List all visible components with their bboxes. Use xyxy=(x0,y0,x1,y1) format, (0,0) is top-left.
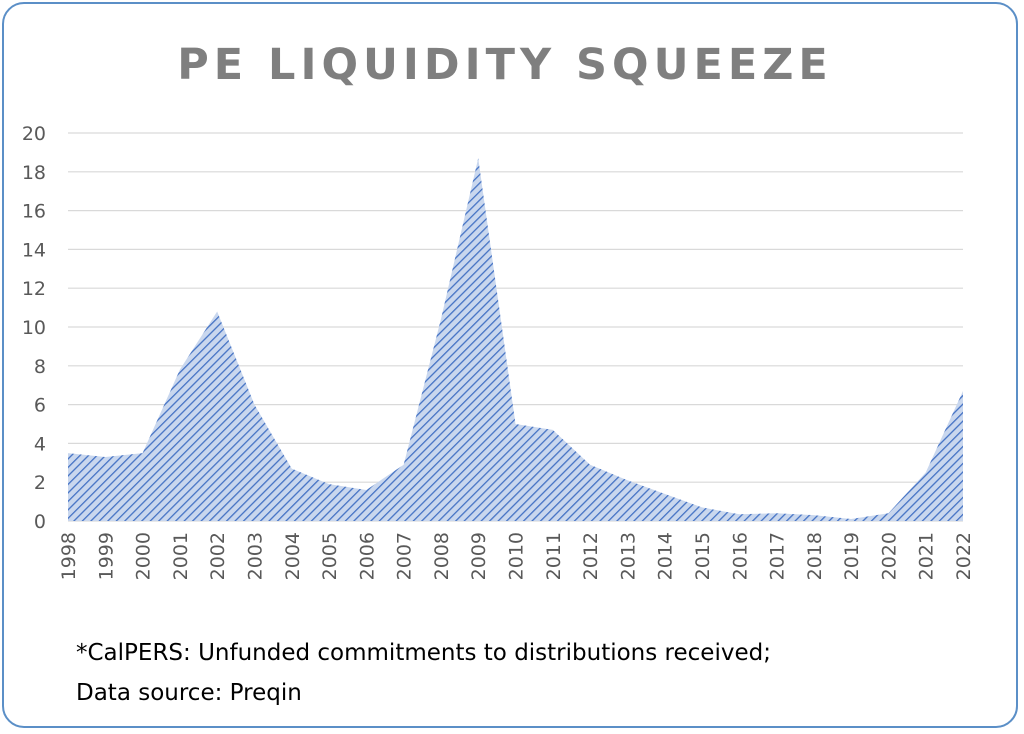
x-tick-label: 2020 xyxy=(878,532,900,580)
y-tick-label: 12 xyxy=(22,278,46,300)
footnote-line-1: *CalPERS: Unfunded commitments to distri… xyxy=(76,640,771,666)
x-tick-label: 2007 xyxy=(394,532,416,580)
x-tick-label: 2018 xyxy=(804,532,826,580)
x-tick-label: 2015 xyxy=(692,532,714,580)
x-tick-label: 2013 xyxy=(617,532,639,580)
footnote-line-2: Data source: Preqin xyxy=(76,680,302,706)
y-axis-ticks: 0 2 4 6 8 10 12 14 16 18 20 xyxy=(22,123,46,533)
x-tick-label: 2003 xyxy=(244,532,266,580)
x-tick-label: 2014 xyxy=(655,532,677,580)
x-tick-label: 2006 xyxy=(356,532,378,580)
x-tick-label: 2000 xyxy=(133,532,155,580)
y-tick-label: 6 xyxy=(34,395,46,417)
x-tick-label: 2017 xyxy=(767,532,789,580)
y-tick-label: 10 xyxy=(22,317,46,339)
y-tick-label: 8 xyxy=(34,356,46,378)
x-tick-label: 2010 xyxy=(506,532,528,580)
x-tick-label: 2008 xyxy=(431,532,453,580)
x-tick-label: 2009 xyxy=(468,532,490,580)
x-tick-label: 1999 xyxy=(95,532,117,580)
x-tick-label: 2001 xyxy=(170,532,192,580)
x-tick-label: 2022 xyxy=(953,532,975,580)
y-tick-label: 14 xyxy=(22,239,46,261)
y-tick-label: 2 xyxy=(34,472,46,494)
x-tick-label: 2011 xyxy=(543,532,565,580)
x-tick-label: 2002 xyxy=(207,532,229,580)
y-tick-label: 4 xyxy=(34,433,46,455)
y-tick-label: 18 xyxy=(22,162,46,184)
area-series xyxy=(68,158,963,521)
x-axis-ticks: 1998 1999 2000 2001 2002 2003 2004 2005 2006 2007… xyxy=(58,532,975,580)
y-tick-label: 20 xyxy=(22,123,46,145)
x-tick-label: 1998 xyxy=(58,532,80,580)
x-tick-label: 2019 xyxy=(841,532,863,580)
x-tick-label: 2016 xyxy=(729,532,751,580)
x-tick-label: 2005 xyxy=(319,532,341,580)
x-tick-label: 2012 xyxy=(580,532,602,580)
x-tick-label: 2004 xyxy=(282,532,304,580)
area-fill xyxy=(68,158,963,521)
x-tick-label: 2021 xyxy=(916,532,938,580)
y-tick-label: 16 xyxy=(22,201,46,223)
chart-title: PE LIQUIDITY SQUEEZE xyxy=(177,40,833,90)
y-tick-label: 0 xyxy=(34,511,46,533)
